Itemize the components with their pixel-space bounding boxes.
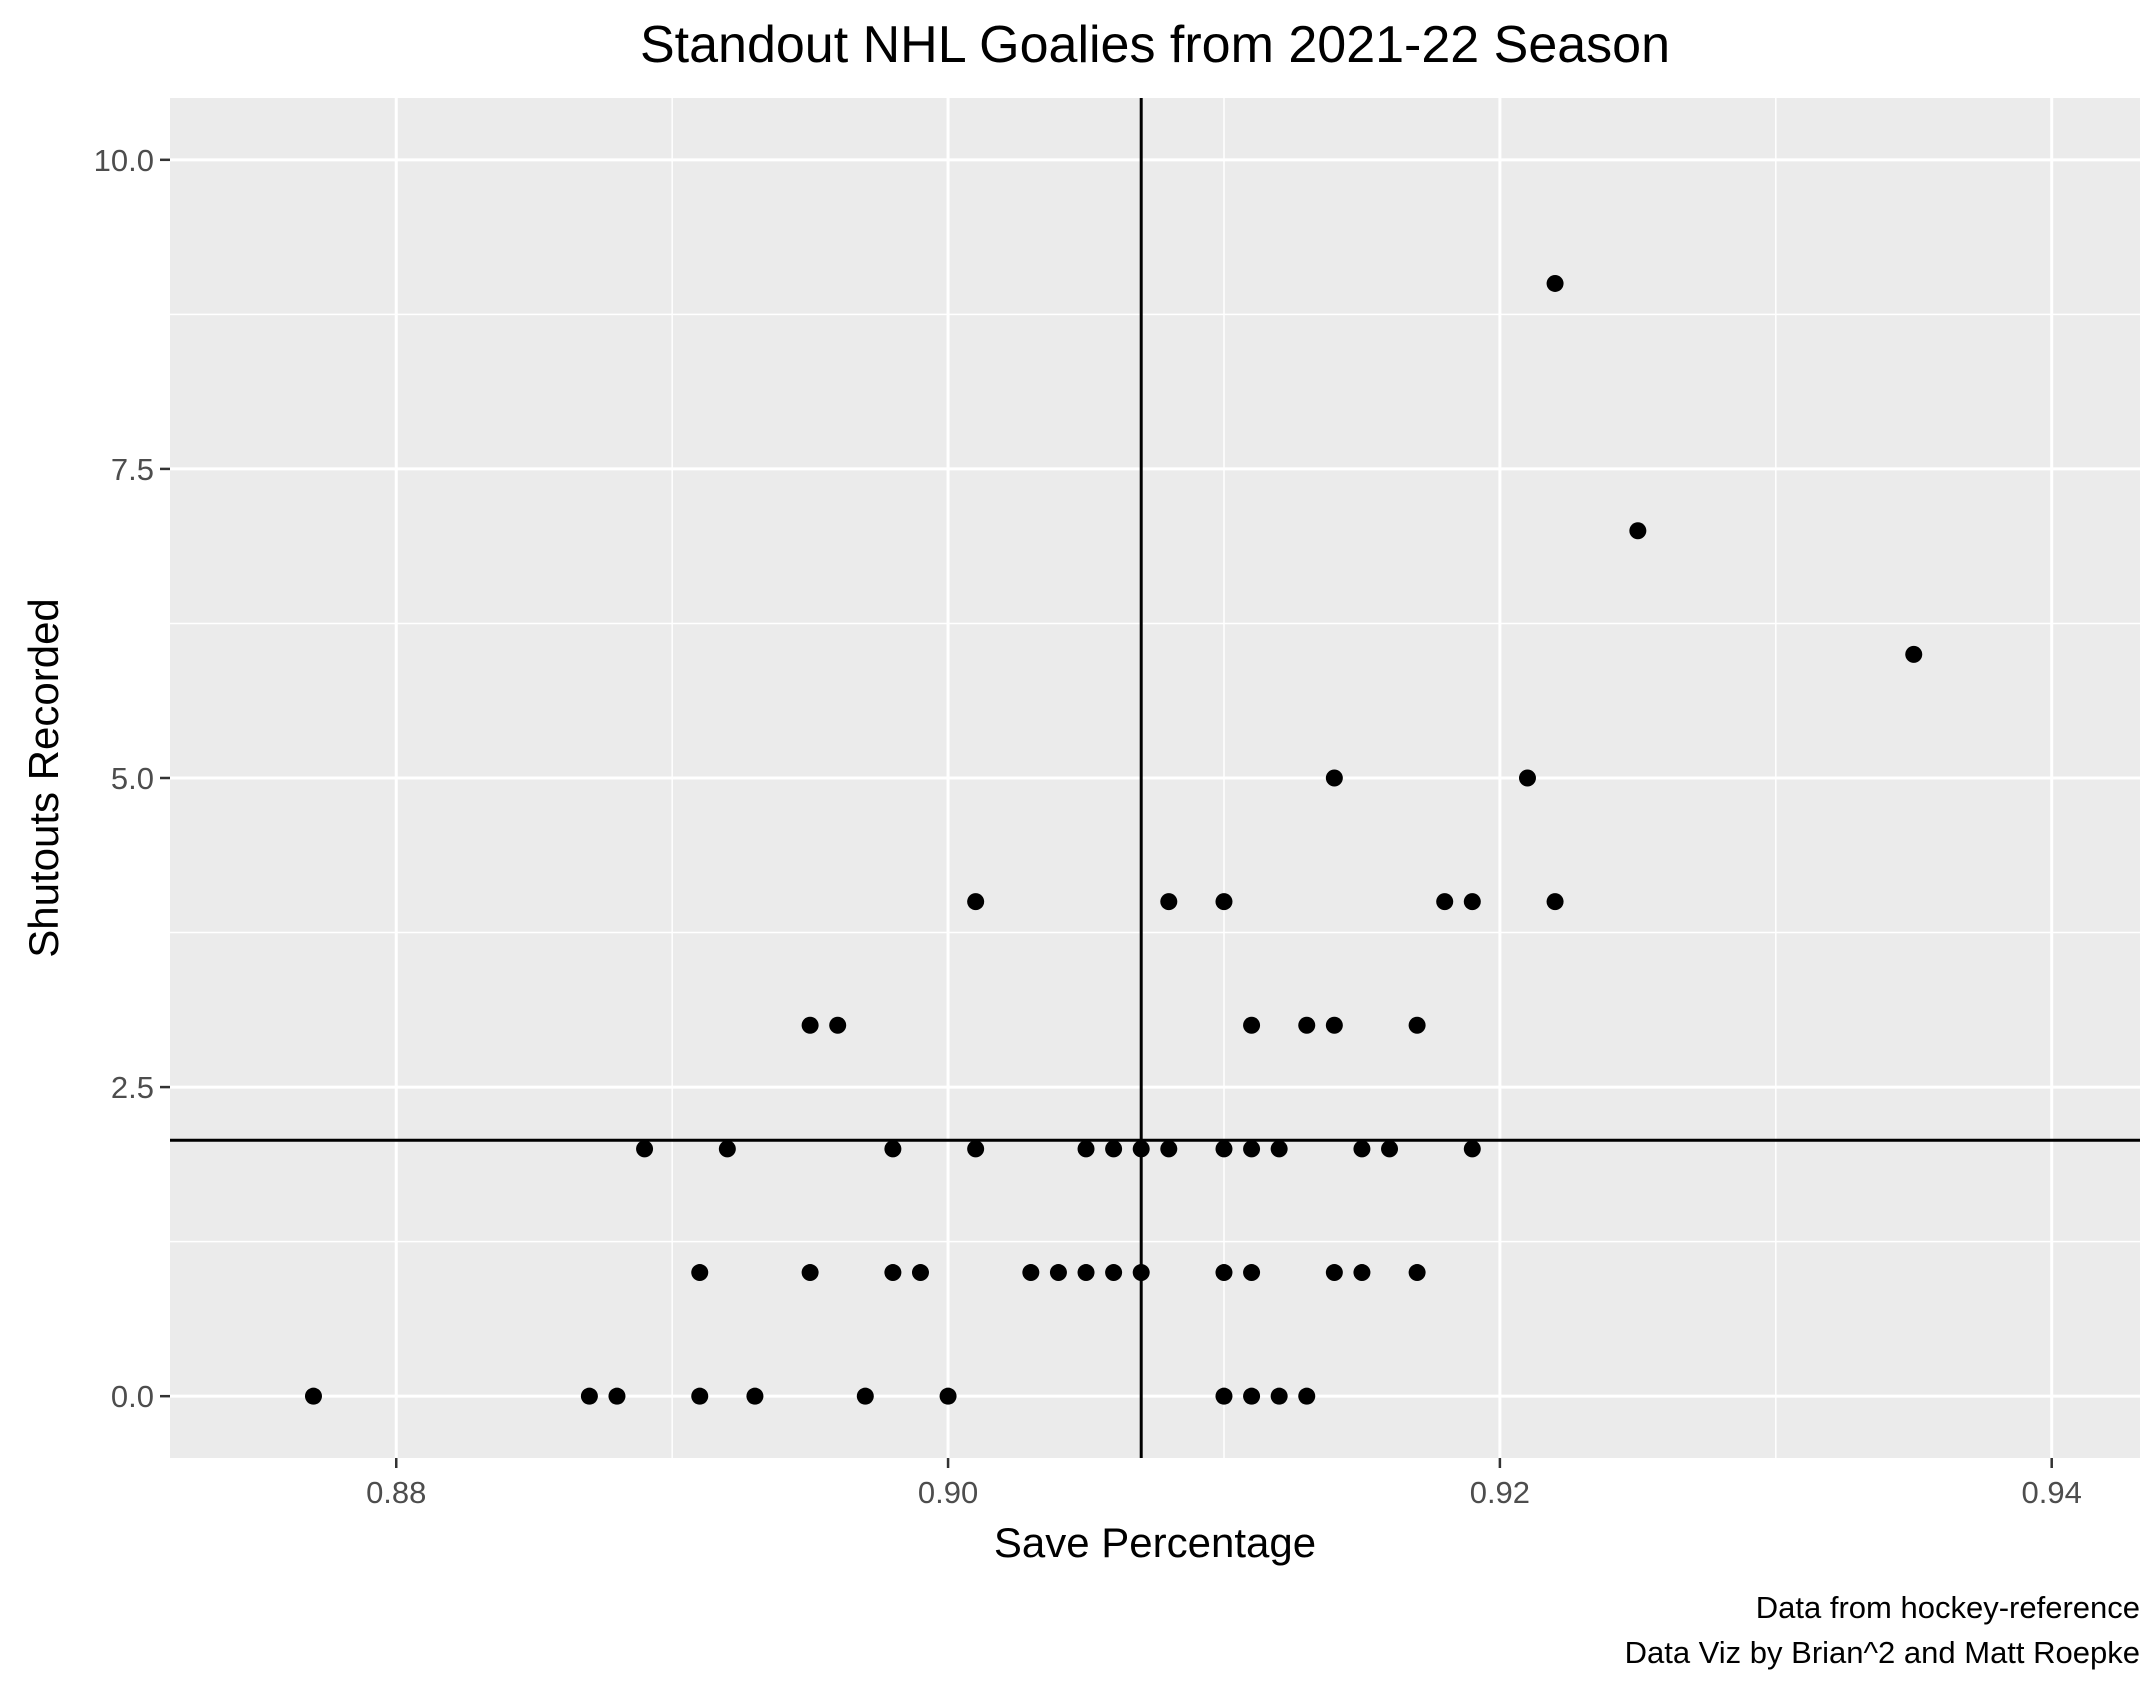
data-point bbox=[967, 893, 985, 911]
data-point bbox=[1049, 1264, 1067, 1282]
data-point bbox=[1022, 1264, 1040, 1282]
data-point bbox=[746, 1387, 764, 1405]
x-axis: 0.88 0.90 0.92 0.94 bbox=[366, 1458, 2082, 1510]
data-point bbox=[1381, 1140, 1399, 1158]
data-point bbox=[1353, 1264, 1371, 1282]
x-tick-label: 0.92 bbox=[1470, 1475, 1530, 1510]
data-point bbox=[829, 1016, 847, 1034]
data-point bbox=[1243, 1140, 1261, 1158]
data-point bbox=[911, 1264, 929, 1282]
data-point bbox=[1325, 769, 1343, 787]
data-point bbox=[608, 1387, 626, 1405]
data-point bbox=[1546, 274, 1564, 292]
data-point bbox=[1243, 1387, 1261, 1405]
caption-line-2: Data Viz by Brian^2 and Matt Roepke bbox=[1625, 1635, 2140, 1670]
data-point bbox=[1160, 893, 1178, 911]
data-point bbox=[884, 1140, 902, 1158]
data-point bbox=[1298, 1016, 1316, 1034]
data-point bbox=[718, 1140, 736, 1158]
data-point bbox=[1215, 1140, 1233, 1158]
data-point bbox=[1325, 1264, 1343, 1282]
data-point bbox=[1518, 769, 1536, 787]
data-point bbox=[1298, 1387, 1316, 1405]
x-tick-label: 0.94 bbox=[2022, 1475, 2082, 1510]
y-tick-label: 5.0 bbox=[111, 761, 154, 796]
data-point bbox=[304, 1387, 322, 1405]
data-point bbox=[801, 1264, 819, 1282]
reference-lines bbox=[170, 98, 2140, 1458]
data-point bbox=[1408, 1264, 1426, 1282]
data-point bbox=[1160, 1140, 1178, 1158]
data-point bbox=[1408, 1016, 1426, 1034]
data-point bbox=[967, 1140, 985, 1158]
data-point bbox=[1215, 1387, 1233, 1405]
data-point bbox=[1105, 1140, 1123, 1158]
data-point bbox=[1132, 1264, 1150, 1282]
data-point bbox=[1132, 1140, 1150, 1158]
data-point bbox=[856, 1387, 874, 1405]
data-point bbox=[1629, 522, 1647, 540]
data-point bbox=[1215, 1264, 1233, 1282]
x-axis-title: Save Percentage bbox=[994, 1519, 1316, 1566]
chart-title: Standout NHL Goalies from 2021-22 Season bbox=[640, 16, 1670, 74]
data-point bbox=[636, 1140, 654, 1158]
data-point bbox=[884, 1264, 902, 1282]
data-point bbox=[1905, 645, 1923, 663]
x-tick-label: 0.88 bbox=[366, 1475, 426, 1510]
data-point bbox=[1463, 893, 1481, 911]
data-point bbox=[1270, 1140, 1288, 1158]
y-tick-label: 10.0 bbox=[94, 143, 154, 178]
y-axis-title: Shutouts Recorded bbox=[20, 598, 67, 958]
major-grid bbox=[170, 98, 2140, 1458]
data-point bbox=[1105, 1264, 1123, 1282]
data-point bbox=[1325, 1016, 1343, 1034]
y-tick-label: 7.5 bbox=[111, 452, 154, 487]
y-tick-label: 2.5 bbox=[111, 1070, 154, 1105]
data-point bbox=[1243, 1264, 1261, 1282]
data-point bbox=[1215, 893, 1233, 911]
data-point bbox=[1463, 1140, 1481, 1158]
data-point bbox=[1270, 1387, 1288, 1405]
data-point bbox=[1436, 893, 1454, 911]
data-points bbox=[304, 274, 1923, 1405]
caption-line-1: Data from hockey-reference bbox=[1756, 1590, 2140, 1625]
x-tick-label: 0.90 bbox=[918, 1475, 978, 1510]
data-point bbox=[691, 1264, 709, 1282]
data-point bbox=[1353, 1140, 1371, 1158]
y-axis: 0.0 2.5 5.0 7.5 10.0 bbox=[94, 143, 170, 1414]
data-point bbox=[801, 1016, 819, 1034]
y-tick-label: 0.0 bbox=[111, 1379, 154, 1414]
data-point bbox=[691, 1387, 709, 1405]
data-point bbox=[1077, 1140, 1095, 1158]
data-point bbox=[939, 1387, 957, 1405]
data-point bbox=[580, 1387, 598, 1405]
data-point bbox=[1243, 1016, 1261, 1034]
data-point bbox=[1546, 893, 1564, 911]
data-point bbox=[1077, 1264, 1095, 1282]
